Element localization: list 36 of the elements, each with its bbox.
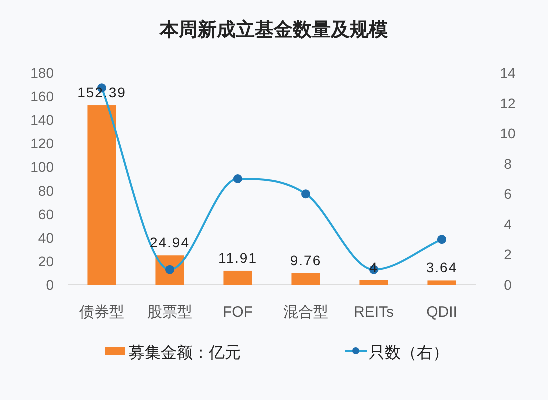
bar xyxy=(224,270,252,285)
y-tick-label: 180 xyxy=(30,65,54,81)
y-tick-label: 0 xyxy=(46,277,54,293)
bar xyxy=(292,274,320,285)
y-tick-label: 20 xyxy=(38,253,54,270)
y2-tick-label: 0 xyxy=(504,277,512,293)
y-tick-label: 100 xyxy=(30,159,54,176)
data-label: 24.94 xyxy=(150,234,190,251)
y2-tick-label: 12 xyxy=(500,95,516,112)
x-tick-label: REITs xyxy=(354,304,394,321)
chart-title: 本周新成立基金数量及规模 xyxy=(159,19,388,41)
y2-tick-label: 10 xyxy=(500,126,516,142)
x-tick-label: 混合型 xyxy=(284,304,328,321)
y-tick-label: 60 xyxy=(38,206,54,222)
x-tick-label: 股票型 xyxy=(148,304,192,321)
y-tick-label: 160 xyxy=(30,88,54,105)
data-label: 9.76 xyxy=(290,252,322,269)
y-tick-label: 120 xyxy=(30,136,54,152)
y2-tick-label: 2 xyxy=(504,246,512,263)
data-label: 3.64 xyxy=(426,260,458,276)
legend-label: 募集金额：亿元 xyxy=(129,344,241,362)
x-tick-label: 债券型 xyxy=(80,304,124,321)
data-label: 11.91 xyxy=(218,250,258,266)
y-tick-label: 80 xyxy=(38,182,54,199)
bar xyxy=(428,280,456,285)
y2-tick-label: 8 xyxy=(504,156,512,172)
y2-tick-label: 6 xyxy=(504,186,512,202)
y2-tick-label: 14 xyxy=(500,65,516,81)
legend-label: 只数（右） xyxy=(369,345,449,362)
y-tick-label: 40 xyxy=(38,230,54,246)
bar xyxy=(360,280,388,285)
y-tick-label: 140 xyxy=(30,112,54,128)
y2-tick-label: 4 xyxy=(504,216,512,232)
x-tick-label: FOF xyxy=(223,304,253,321)
x-tick-label: QDII xyxy=(426,304,458,321)
bar xyxy=(88,106,116,285)
